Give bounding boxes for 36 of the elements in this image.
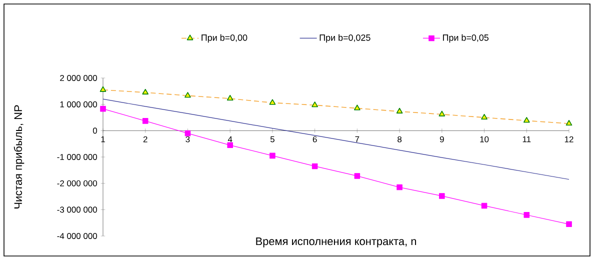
y-tick-label: -1 000 000 (57, 154, 98, 160)
x-tick-label: 12 (564, 136, 574, 142)
x-tick-label: 2 (143, 136, 148, 142)
point (566, 221, 572, 228)
point (439, 193, 445, 199)
x-tick-label: 8 (398, 136, 402, 142)
y-tick-label: 0 (92, 128, 98, 134)
point (524, 212, 530, 218)
point (354, 173, 360, 179)
legend-label: При b=0,00 (202, 34, 248, 43)
point (312, 163, 318, 170)
legend-label: При b=0,05 (443, 34, 489, 43)
x-tick-label: 7 (355, 136, 360, 142)
x-tick-label: 3 (186, 136, 190, 142)
x-tick-label: 11 (522, 136, 531, 142)
y-axis-title: Чистая прибыль, NP (14, 105, 24, 208)
y-tick-label: 1 000 000 (60, 101, 98, 108)
point (396, 184, 402, 190)
point (142, 118, 148, 124)
x-tick-label: 9 (440, 136, 444, 142)
point (481, 202, 488, 209)
y-tick-label: -2 000 000 (57, 180, 98, 186)
x-tick-label: 5 (270, 136, 274, 142)
x-tick-label: 1 (101, 136, 105, 142)
y-tick-label: -3 000 000 (57, 206, 98, 213)
point (270, 152, 276, 159)
point (184, 130, 191, 136)
point (227, 142, 233, 148)
x-axis-title: Время исполнения контракта, n (256, 238, 416, 248)
x-tick-label: 6 (312, 136, 317, 142)
y-tick-label: 2 000 000 (60, 75, 98, 81)
y-tick-label: -4 000 000 (57, 233, 98, 239)
x-tick-label: 10 (480, 136, 489, 142)
point (100, 106, 106, 112)
legend-label: При b=0,025 (320, 34, 370, 43)
x-tick-label: 4 (228, 136, 232, 142)
